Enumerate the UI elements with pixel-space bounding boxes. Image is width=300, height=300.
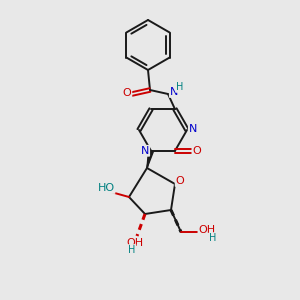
Polygon shape [147,150,153,168]
Text: H: H [176,82,184,92]
Text: OH: OH [126,238,144,248]
Text: HO: HO [98,183,115,193]
Text: N: N [141,146,149,156]
Text: N: N [170,87,178,97]
Text: N: N [189,124,197,134]
Text: O: O [176,176,184,186]
Text: O: O [193,146,201,156]
Text: H: H [128,245,136,255]
Text: OH: OH [198,225,216,235]
Text: H: H [209,233,217,243]
Text: O: O [123,88,131,98]
